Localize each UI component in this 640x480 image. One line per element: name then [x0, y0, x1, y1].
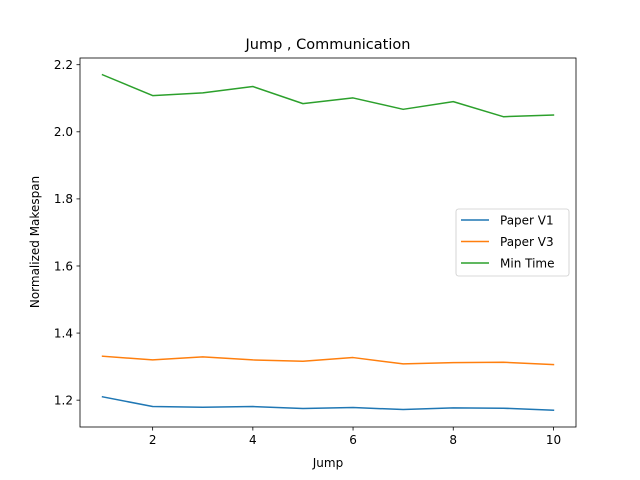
legend-box [455, 208, 570, 277]
x-tick-label: 10 [546, 433, 561, 447]
y-tick-label: 1.8 [54, 192, 73, 206]
legend-label-paper-v1: Paper V1 [500, 213, 554, 227]
chart-title: Jump , Communication [245, 37, 411, 53]
y-tick-label: 1.2 [54, 393, 73, 407]
x-tick-label: 8 [449, 433, 457, 447]
x-tick-label: 2 [149, 433, 157, 447]
y-tick-label: 1.4 [54, 326, 73, 340]
legend-label-paper-v3: Paper V3 [500, 235, 554, 249]
series-line-paper-v3 [101, 355, 555, 366]
x-tick-label: 6 [349, 433, 357, 447]
x-tick-label: 4 [249, 433, 257, 447]
x-axis-label: Jump [312, 456, 343, 470]
series-line-min-time [101, 73, 555, 118]
y-tick-label: 2.0 [54, 125, 73, 139]
plot-frame [79, 57, 577, 428]
legend-label-min-time: Min Time [500, 256, 554, 270]
y-axis-label: Normalized Makespan [28, 176, 42, 308]
series-line-paper-v1 [101, 395, 555, 412]
y-tick-label: 2.2 [54, 58, 73, 72]
y-tick-label: 1.6 [54, 259, 73, 273]
